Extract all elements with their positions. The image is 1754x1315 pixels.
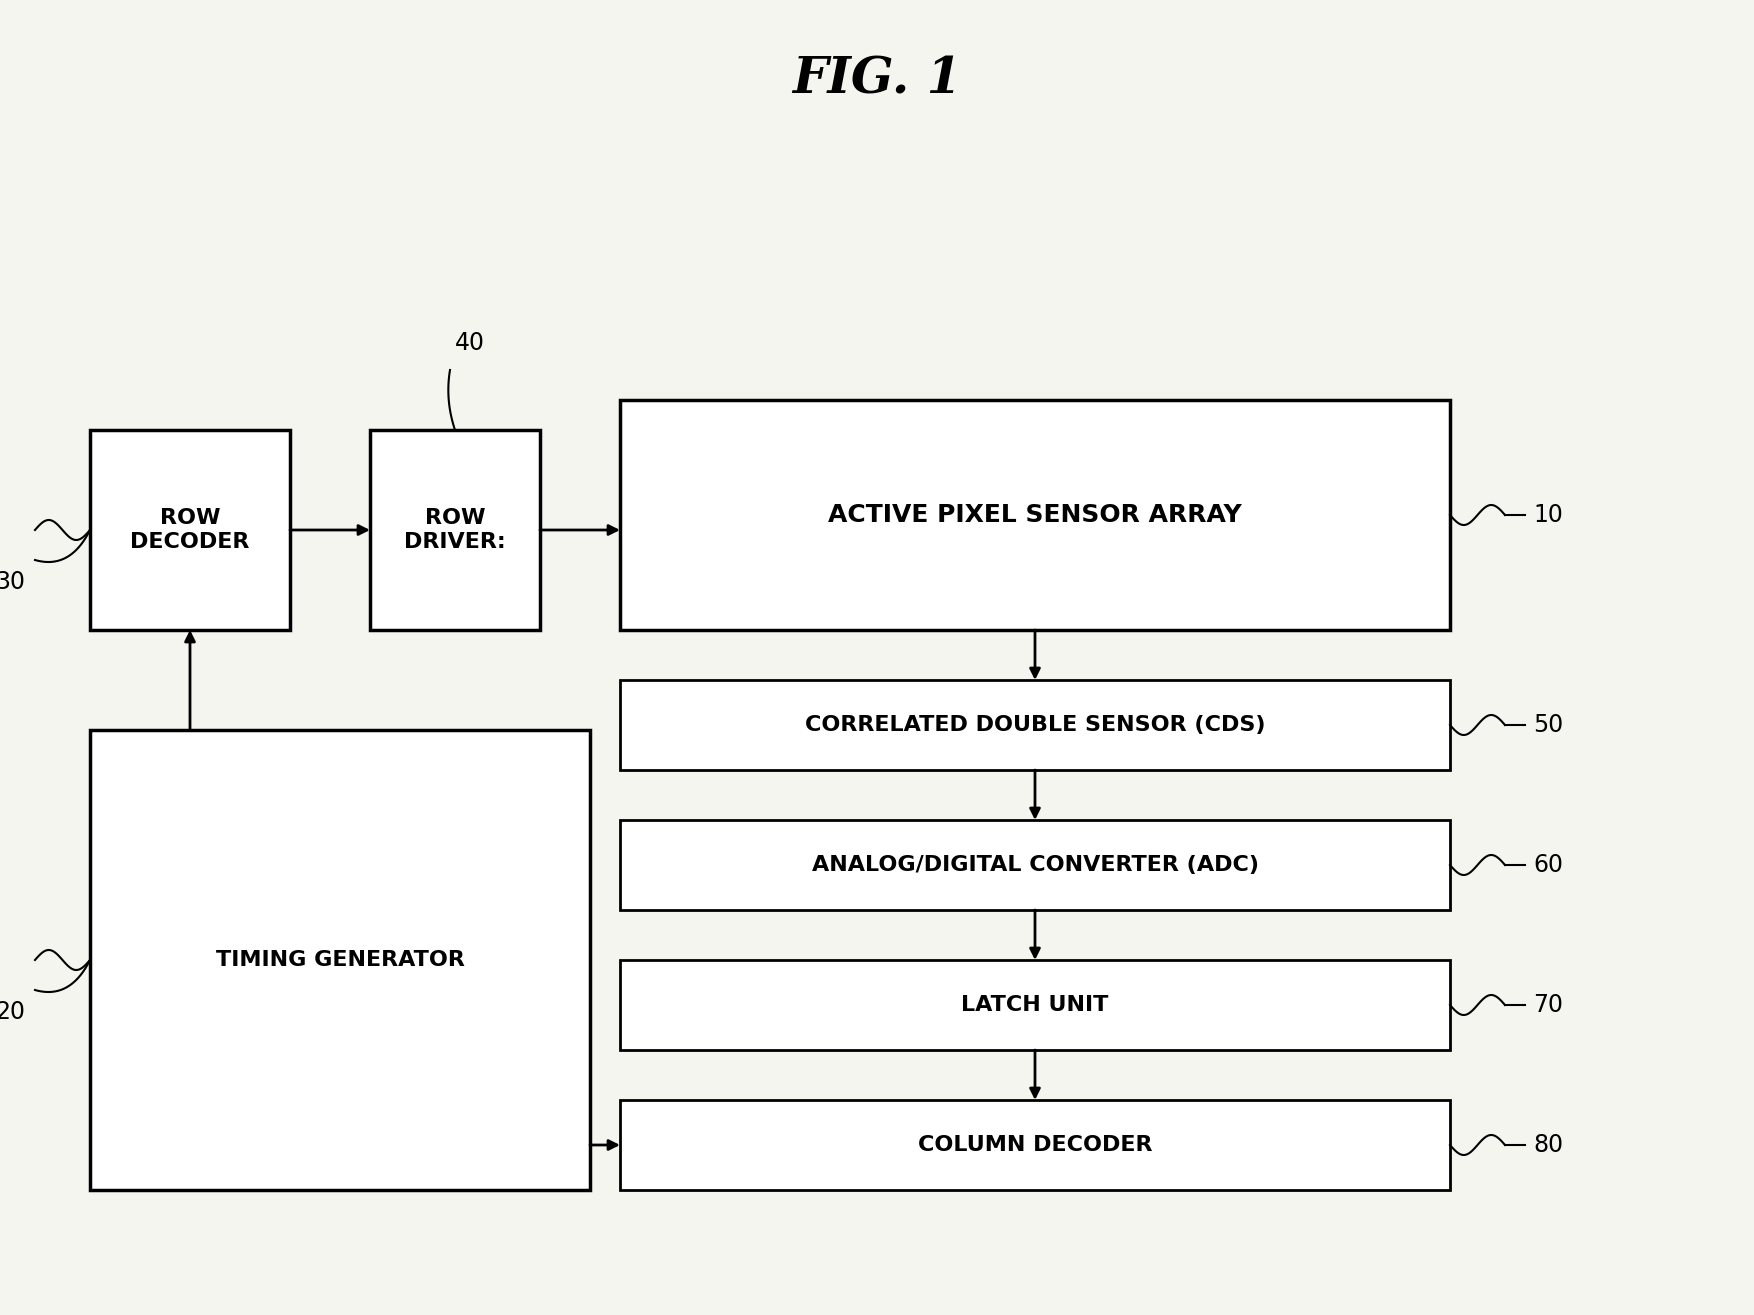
Text: 50: 50: [1533, 713, 1563, 736]
Bar: [619, 960, 1451, 1049]
Text: TIMING GENERATOR: TIMING GENERATOR: [216, 949, 465, 970]
Text: 10: 10: [1533, 504, 1563, 527]
Text: 70: 70: [1533, 993, 1563, 1016]
Text: 60: 60: [1533, 853, 1563, 877]
Bar: [619, 1101, 1451, 1190]
Text: ROW
DRIVER:: ROW DRIVER:: [403, 509, 505, 551]
Bar: [619, 400, 1451, 630]
Text: ROW
DECODER: ROW DECODER: [130, 509, 249, 551]
Text: CORRELATED DOUBLE SENSOR (CDS): CORRELATED DOUBLE SENSOR (CDS): [805, 715, 1265, 735]
Text: COLUMN DECODER: COLUMN DECODER: [917, 1135, 1152, 1155]
Text: 40: 40: [454, 331, 486, 355]
Bar: [89, 730, 589, 1190]
Text: 80: 80: [1533, 1134, 1563, 1157]
Text: ANALOG/DIGITAL CONVERTER (ADC): ANALOG/DIGITAL CONVERTER (ADC): [812, 855, 1259, 874]
Bar: [89, 430, 289, 630]
Text: FIG. 1: FIG. 1: [793, 55, 961, 104]
Text: 30: 30: [0, 569, 25, 594]
Text: LATCH UNIT: LATCH UNIT: [961, 995, 1109, 1015]
Text: ACTIVE PIXEL SENSOR ARRAY: ACTIVE PIXEL SENSOR ARRAY: [828, 504, 1242, 527]
Bar: [619, 821, 1451, 910]
Text: 20: 20: [0, 999, 25, 1024]
Bar: [370, 430, 540, 630]
Bar: [619, 680, 1451, 771]
